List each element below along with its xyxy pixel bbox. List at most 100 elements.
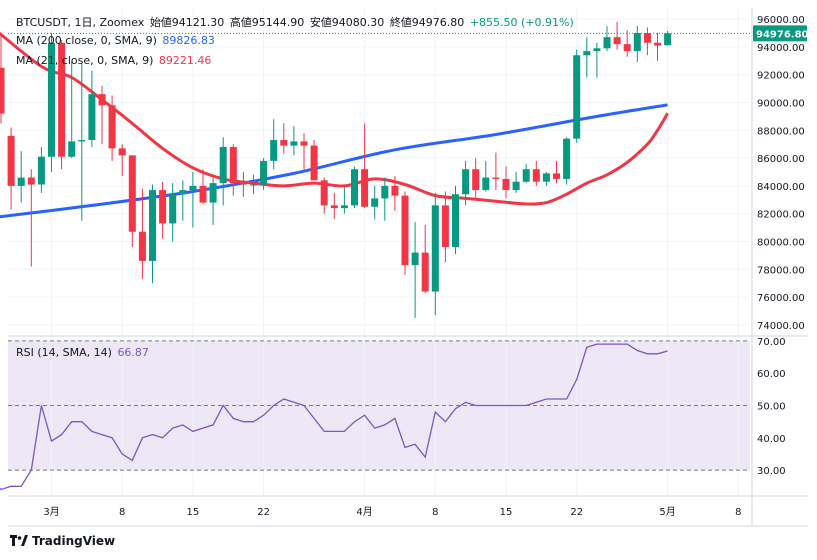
rsi-layer: [0, 343, 668, 491]
low-value: 安値94080.30: [309, 16, 385, 29]
candle: [492, 152, 500, 191]
candle: [68, 60, 76, 159]
time-tick-label: 22: [257, 507, 270, 518]
change-value: +855.50 (+0.91%): [469, 16, 574, 29]
close-value: 終値94976.80: [389, 16, 465, 29]
ma200-label: MA (200 close, 0, SMA, 9): [16, 34, 157, 47]
candle-body: [613, 37, 621, 45]
candle-body: [431, 205, 439, 292]
candle-body: [361, 169, 369, 207]
candle-body: [633, 33, 641, 52]
candle-body: [270, 140, 278, 161]
rsi-legend[interactable]: RSI (14, SMA, 14) 66.87: [16, 346, 151, 359]
candle: [643, 27, 651, 56]
candle: [219, 137, 227, 206]
candle: [340, 187, 348, 214]
candle-body: [643, 33, 651, 43]
candle-body: [189, 185, 197, 191]
symbol-label: BTCUSDT, 1日, Zoomex: [16, 16, 145, 29]
tradingview-icon: [10, 535, 28, 546]
candle: [633, 26, 641, 63]
time-tick-label: 8: [119, 507, 125, 518]
ma21-legend[interactable]: MA (21, close, 0, SMA, 9) 89221.46: [16, 54, 213, 67]
candle: [270, 119, 278, 170]
candle: [401, 191, 409, 275]
candle: [553, 160, 560, 184]
ma21-label: MA (21, close, 0, SMA, 9): [16, 54, 154, 67]
candle-body: [573, 55, 581, 139]
candle: [199, 169, 207, 204]
tradingview-logo[interactable]: TradingView: [10, 534, 115, 548]
candle-body: [128, 155, 136, 232]
candle: [159, 181, 167, 239]
rsi-tick-label: 60.00: [757, 369, 786, 380]
candle-body: [138, 231, 146, 261]
candle-body: [290, 141, 298, 146]
candle-body: [553, 173, 560, 179]
candle-body: [98, 94, 106, 106]
candle: [441, 191, 449, 263]
candle-body: [654, 42, 661, 46]
candle-body: [371, 198, 379, 207]
candle-body: [492, 177, 500, 179]
candle-body: [563, 138, 571, 179]
rsi-label: RSI (14, SMA, 14): [16, 346, 112, 359]
candle-body: [300, 141, 308, 146]
time-tick-label: 8: [735, 507, 741, 518]
ma21-value: 89221.46: [158, 54, 212, 67]
price-tick-label: 88000.00: [757, 126, 805, 137]
price-tick-label: 90000.00: [757, 99, 805, 110]
candle: [179, 180, 187, 221]
candle: [603, 26, 611, 52]
time-tick-label: 8: [432, 507, 438, 518]
candle: [351, 166, 358, 209]
candle: [593, 42, 601, 78]
time-tick-label: 15: [500, 507, 513, 518]
candle: [290, 126, 298, 156]
candle-body: [593, 48, 601, 52]
candle: [431, 192, 439, 316]
candle-body: [149, 190, 156, 261]
high-value: 高値95144.90: [229, 16, 305, 29]
candle: [138, 188, 146, 280]
candle: [260, 158, 268, 191]
candle-body: [159, 190, 167, 224]
ma200-legend[interactable]: MA (200 close, 0, SMA, 9) 89826.83: [16, 34, 217, 47]
candle: [98, 85, 106, 145]
candle: [128, 155, 136, 248]
candle: [452, 185, 459, 254]
candle-body: [250, 184, 257, 186]
ma200-value: 89826.83: [162, 34, 215, 47]
candle: [58, 39, 66, 170]
candle-body: [169, 194, 177, 224]
candle-body: [532, 169, 540, 182]
candle-body: [462, 169, 470, 195]
candle-body: [179, 190, 187, 195]
brand-name: TradingView: [32, 534, 116, 548]
candle-body: [0, 67, 5, 114]
candle-body: [522, 169, 530, 182]
candle: [472, 158, 480, 200]
candle-body: [229, 146, 237, 184]
candle-body: [512, 181, 520, 191]
candle-body: [280, 140, 288, 146]
candle-body: [310, 145, 318, 181]
price-tick-label: 76000.00: [757, 293, 805, 304]
candle: [502, 166, 510, 199]
price-tick-label: 80000.00: [757, 237, 805, 248]
candle-body: [199, 185, 207, 203]
candle-body: [441, 205, 449, 248]
candle: [623, 30, 631, 57]
candle: [17, 151, 25, 203]
candle-body: [472, 169, 480, 191]
candle-body: [68, 141, 76, 157]
candle: [280, 123, 288, 154]
rsi-line: [0, 343, 668, 491]
rsi-tick-label: 50.00: [757, 401, 786, 412]
candle: [522, 163, 530, 184]
candle-body: [542, 173, 550, 182]
candle-body: [88, 94, 96, 141]
candle-body: [401, 195, 409, 266]
candle-body: [351, 169, 358, 206]
